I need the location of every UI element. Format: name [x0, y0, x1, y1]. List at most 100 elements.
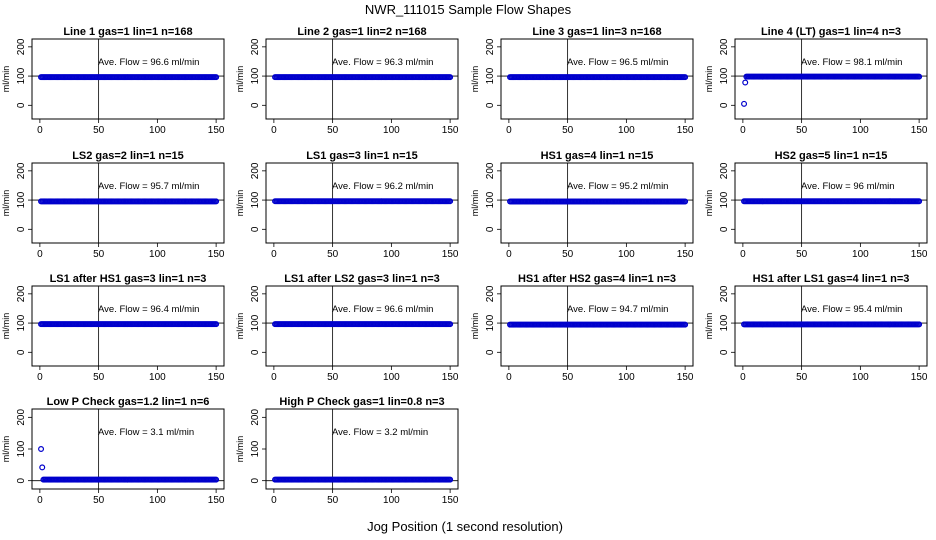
- data-point: [39, 464, 46, 471]
- data-point: [916, 321, 923, 328]
- average-flow-annotation: Ave. Flow = 96.5 ml/min: [567, 57, 668, 68]
- y-tick-label: 100: [719, 191, 730, 208]
- x-tick-label: 0: [37, 495, 43, 506]
- panel-8: HS2 gas=5 lin=1 n=15 0 50 100 150 0 100 200 ml/m…: [704, 150, 928, 260]
- y-tick-label: 0: [16, 102, 27, 108]
- y-tick-label: 100: [485, 67, 496, 84]
- y-axis-label: ml/min: [704, 313, 714, 340]
- data-points: [38, 198, 220, 205]
- data-points: [38, 321, 220, 328]
- panel-title: HS1 after HS2 gas=4 lin=1 n=3: [518, 273, 676, 285]
- y-axis-label: ml/min: [470, 313, 480, 340]
- average-flow-annotation: Ave. Flow = 94.7 ml/min: [567, 304, 668, 315]
- x-tick-label: 100: [618, 372, 635, 383]
- plot-frame: [734, 38, 928, 120]
- panel-7: HS1 gas=4 lin=1 n=15 0 50 100 150 0 100 200 ml/m…: [470, 150, 694, 260]
- x-tick-label: 100: [852, 372, 869, 383]
- plot-frame: [500, 285, 694, 367]
- average-flow-annotation: Ave. Flow = 95.4 ml/min: [801, 304, 902, 315]
- y-tick-label: 0: [485, 226, 496, 232]
- y-axis-label: ml/min: [470, 190, 480, 217]
- x-tick-label: 0: [740, 125, 746, 136]
- y-axis-label: ml/min: [1, 190, 11, 217]
- x-tick-label: 150: [911, 372, 928, 383]
- panel-title: LS1 gas=3 lin=1 n=15: [306, 150, 418, 162]
- data-point: [447, 476, 454, 483]
- y-tick-label: 0: [250, 102, 261, 108]
- y-tick-label: 100: [719, 67, 730, 84]
- panel-title: LS1 after HS1 gas=3 lin=1 n=3: [50, 273, 207, 285]
- x-tick-label: 100: [852, 249, 869, 260]
- plot-frame: [265, 162, 459, 244]
- y-tick-label: 0: [250, 226, 261, 232]
- panel-5: LS2 gas=2 lin=1 n=15 0 50 100 150 0 100 200 ml/m…: [1, 150, 225, 260]
- x-tick-label: 0: [271, 495, 277, 506]
- x-tick-label: 0: [506, 249, 512, 260]
- average-flow-annotation: Ave. Flow = 96 ml/min: [801, 181, 895, 192]
- y-tick-label: 0: [719, 349, 730, 355]
- panel-4: Line 4 (LT) gas=1 lin=4 n=3 0 50 100 150 0 100…: [704, 26, 928, 136]
- y-axis-label: ml/min: [1, 436, 11, 463]
- data-point: [447, 198, 454, 205]
- panel-title: LS1 after LS2 gas=3 lin=1 n=3: [284, 273, 440, 285]
- panel-14: High P Check gas=1 lin=0.8 n=3 0 50 100 150 0…: [235, 396, 459, 506]
- data-point: [742, 79, 749, 86]
- data-point: [213, 74, 220, 81]
- y-tick-label: 100: [250, 440, 261, 457]
- y-axis-label: ml/min: [1, 66, 11, 93]
- panel-title: Low P Check gas=1.2 lin=1 n=6: [47, 396, 210, 408]
- average-flow-annotation: Ave. Flow = 96.6 ml/min: [332, 304, 433, 315]
- data-points: [507, 198, 689, 205]
- panel-title: HS2 gas=5 lin=1 n=15: [775, 150, 888, 162]
- y-axis-label: ml/min: [470, 66, 480, 93]
- x-tick-label: 150: [442, 495, 459, 506]
- x-tick-label: 50: [327, 249, 339, 260]
- y-axis-label: ml/min: [235, 190, 245, 217]
- x-tick-label: 50: [93, 495, 105, 506]
- x-tick-label: 0: [506, 125, 512, 136]
- x-tick-label: 50: [93, 249, 105, 260]
- data-point: [213, 321, 220, 328]
- data-point: [447, 74, 454, 81]
- y-tick-label: 200: [719, 162, 730, 179]
- y-axis-label: ml/min: [704, 190, 714, 217]
- x-tick-label: 100: [383, 125, 400, 136]
- panel-9: LS1 after HS1 gas=3 lin=1 n=3 0 50 100 150 0 1…: [1, 273, 225, 383]
- x-tick-label: 0: [271, 372, 277, 383]
- y-tick-label: 100: [485, 191, 496, 208]
- data-point: [916, 198, 923, 205]
- average-flow-annotation: Ave. Flow = 96.6 ml/min: [98, 57, 199, 68]
- x-tick-label: 0: [271, 249, 277, 260]
- y-tick-label: 0: [485, 102, 496, 108]
- data-point: [213, 198, 220, 205]
- panels-grid: Line 1 gas=1 lin=1 n=168 0 50 100 150 0 100 200…: [1, 26, 928, 506]
- y-tick-label: 0: [719, 226, 730, 232]
- x-tick-label: 50: [327, 495, 339, 506]
- panel-10: LS1 after LS2 gas=3 lin=1 n=3 0 50 100 150 0 1…: [235, 273, 459, 383]
- panel-title: Line 1 gas=1 lin=1 n=168: [63, 26, 192, 38]
- y-tick-label: 100: [16, 67, 27, 84]
- x-tick-label: 50: [327, 372, 339, 383]
- y-tick-label: 200: [250, 38, 261, 55]
- y-tick-label: 200: [485, 162, 496, 179]
- y-tick-label: 200: [485, 285, 496, 302]
- x-tick-label: 100: [149, 249, 166, 260]
- y-tick-label: 200: [250, 285, 261, 302]
- y-axis-label: ml/min: [235, 66, 245, 93]
- panel-title: HS1 gas=4 lin=1 n=15: [541, 150, 654, 162]
- figure-title: NWR_111015 Sample Flow Shapes: [365, 2, 572, 17]
- panel-title: LS2 gas=2 lin=1 n=15: [72, 150, 184, 162]
- y-tick-label: 0: [250, 349, 261, 355]
- panel-title: Line 3 gas=1 lin=3 n=168: [532, 26, 661, 38]
- plot-frame: [265, 38, 459, 120]
- x-tick-label: 100: [149, 372, 166, 383]
- plot-frame: [265, 285, 459, 367]
- average-flow-annotation: Ave. Flow = 96.2 ml/min: [332, 181, 433, 192]
- panel-12: HS1 after LS1 gas=4 lin=1 n=3 0 50 100 150 0 1…: [704, 273, 928, 383]
- x-tick-label: 100: [383, 495, 400, 506]
- x-tick-label: 50: [796, 372, 808, 383]
- x-tick-label: 50: [327, 125, 339, 136]
- data-point: [682, 198, 689, 205]
- y-tick-label: 200: [16, 38, 27, 55]
